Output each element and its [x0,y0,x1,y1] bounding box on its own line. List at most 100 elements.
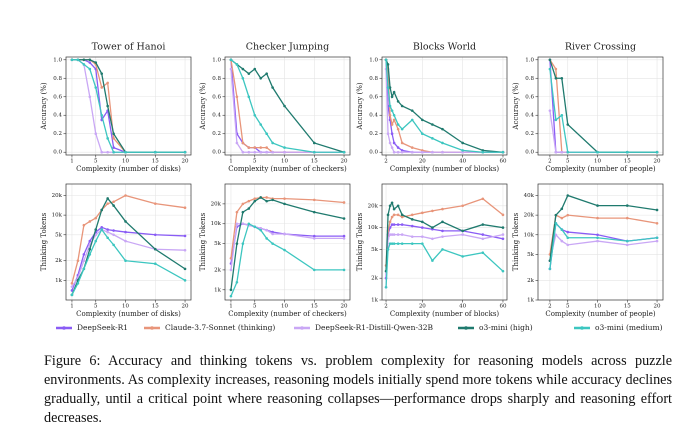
data-point [396,213,400,217]
x-axis-label: Complexity (number of checkers) [228,310,347,318]
legend-marker [580,326,584,330]
data-point [396,223,400,226]
data-point [265,72,268,75]
x-axis-label: Complexity (number of checkers) [228,165,347,173]
data-point [312,150,316,154]
data-point [388,141,392,145]
data-point [112,200,115,204]
data-point [431,137,434,140]
data-point [94,239,98,243]
data-point [241,242,245,245]
data-point [88,253,92,256]
data-point [312,237,316,240]
x-tick-label: 2 [384,159,388,165]
data-point [396,150,400,154]
data-point [247,150,251,154]
data-point [112,150,115,154]
data-point [386,248,390,251]
x-tick-label: 2 [384,304,388,310]
plot-frame [224,56,351,156]
data-point [655,150,659,154]
data-point [241,76,245,80]
data-point [229,58,233,62]
x-tick-label: 2 [548,159,552,165]
chart-title: Checker Jumping [246,42,330,53]
series-line: o3-mini (medium) [385,243,504,288]
data-point [76,58,80,62]
legend-marker [464,326,468,330]
data-point [481,197,485,201]
y-tick-label: 0.8 [53,76,62,82]
data-point [241,210,245,214]
legend-label: DeepSeek-R1 [77,323,128,332]
data-point [390,242,394,245]
data-point [70,285,74,288]
y-tick-label: 2k [214,267,221,273]
x-tick-label: 40 [459,159,466,165]
data-point [124,194,127,197]
data-point [82,267,86,271]
legend-marker [300,326,304,330]
data-point [390,233,394,236]
data-point [400,215,404,219]
data-point [76,282,80,285]
data-point [88,67,92,71]
y-axis-label: Accuracy (%) [512,82,520,130]
data-point [112,243,115,247]
data-point [106,104,109,108]
data-point [461,229,464,233]
data-point [183,206,187,209]
chart-title: Blocks World [413,42,476,53]
data-point [253,225,257,229]
data-point [124,150,127,154]
data-point [253,150,257,154]
data-point [421,226,424,229]
data-point [392,118,396,122]
data-point [392,90,396,94]
data-point [94,233,98,237]
x-tick-label: 60 [499,159,506,165]
data-point [431,226,434,229]
series-line: DeepSeek-R1 [385,223,504,279]
data-point [112,229,115,232]
data-point [390,223,394,226]
data-point [392,213,396,217]
data-point [625,150,629,154]
y-tick-label: 20k [52,193,63,199]
x-tick-label: 20 [654,304,661,310]
data-point [410,242,414,245]
y-axis-label: Thinking Tokens [40,212,48,271]
data-point [410,109,414,112]
data-point [241,202,245,206]
legend: DeepSeek-R1 Claude-3.7-Sonnet (thinking) D… [56,323,663,332]
data-point [461,141,464,145]
data-point [241,150,245,154]
data-point [253,197,257,200]
data-point [400,127,404,131]
y-tick-label: 0.4 [369,113,378,119]
data-point [554,118,558,122]
data-point [124,220,127,223]
data-point [396,127,400,131]
data-point [388,233,392,236]
data-point [431,237,434,241]
data-point [229,268,233,272]
data-point [247,72,251,75]
data-point [124,239,127,243]
data-point [265,199,268,203]
data-point [124,259,127,263]
data-point [386,63,390,66]
data-point [82,58,86,62]
data-point [566,194,570,197]
y-tick-label: 0.0 [53,150,62,156]
data-point [560,76,564,80]
data-point [560,207,564,211]
y-tick-label: 40k [524,193,535,199]
data-point [106,150,109,154]
x-tick-label: 5 [94,304,98,310]
x-tick-label: 1 [229,159,233,165]
data-point [421,211,424,215]
x-tick-label: 15 [311,159,318,165]
